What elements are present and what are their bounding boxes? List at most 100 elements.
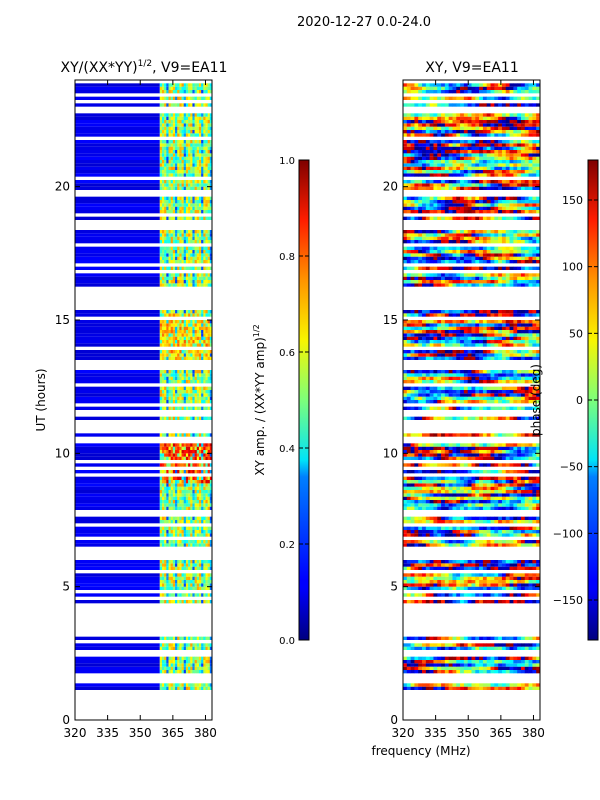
amplitude-cell — [198, 393, 202, 397]
amplitude-cell — [164, 406, 167, 410]
amplitude-cell — [185, 576, 189, 580]
amplitude-cell — [207, 526, 211, 530]
phase-cell — [532, 356, 537, 360]
phase-cell — [463, 446, 468, 450]
phase-cell — [425, 543, 430, 547]
amplitude-cell — [175, 333, 178, 337]
amplitude-cell — [185, 350, 189, 354]
amplitude-cell — [168, 163, 171, 167]
phase-cell — [498, 560, 503, 564]
amplitude-cell — [194, 450, 198, 454]
phase-cell — [471, 453, 476, 457]
amplitude-cell — [172, 236, 176, 240]
amplitude-cell — [75, 143, 160, 147]
phase-cell — [532, 660, 537, 664]
amplitude-cell — [181, 320, 185, 324]
amplitude-cell — [205, 260, 208, 264]
phase-cell — [441, 543, 446, 547]
phase-cell — [406, 543, 411, 547]
phase-cell — [486, 520, 491, 524]
phase-cell — [486, 580, 491, 584]
amplitude-cell — [190, 336, 193, 340]
amplitude-cell — [75, 580, 160, 584]
amplitude-cell — [198, 683, 202, 687]
amplitude-cell — [209, 166, 212, 170]
amplitude-cell — [161, 103, 165, 107]
phase-cell — [406, 500, 411, 504]
amplitude-cell — [190, 656, 193, 660]
phase-cell — [418, 500, 423, 504]
amplitude-cell — [183, 530, 187, 534]
amplitude-cell — [198, 340, 202, 344]
phase-cell — [490, 386, 495, 390]
phase-cell — [418, 670, 423, 674]
phase-cell — [532, 656, 537, 660]
phase-cell — [467, 543, 472, 547]
amplitude-cell — [75, 133, 160, 137]
amplitude-cell — [190, 643, 193, 647]
amplitude-cell — [183, 146, 187, 150]
phase-cell — [406, 373, 411, 377]
phase-cell — [410, 376, 415, 380]
phase-cell — [429, 600, 434, 604]
phase-cell — [509, 463, 514, 467]
amplitude-cell — [170, 130, 174, 134]
phase-cell — [437, 480, 442, 484]
amplitude-cell — [175, 256, 178, 260]
phase-cell — [490, 476, 495, 480]
phase-cell — [520, 356, 526, 360]
phase-cell — [532, 476, 537, 480]
phase-cell — [513, 490, 518, 494]
amplitude-cell — [170, 636, 174, 640]
amplitude-cell — [159, 656, 163, 660]
amplitude-cell — [192, 686, 195, 690]
amplitude-cell — [161, 330, 165, 334]
phase-cell — [448, 656, 453, 660]
amplitude-cell — [203, 130, 206, 134]
phase-cell — [437, 643, 442, 647]
amplitude-cell — [190, 313, 193, 317]
amplitude-cell — [198, 586, 202, 590]
phase-cell — [422, 453, 427, 457]
amplitude-cell — [194, 380, 198, 384]
phase-cell — [425, 646, 430, 650]
phase-cell — [456, 433, 461, 437]
amplitude-cell — [194, 456, 198, 460]
amplitude-cell — [185, 516, 189, 520]
amplitude-cell — [190, 260, 193, 264]
amplitude-cell — [209, 530, 212, 534]
amplitude-cell — [207, 340, 211, 344]
amplitude-cell — [177, 333, 180, 337]
amplitude-cell — [196, 160, 200, 164]
phase-cell — [410, 520, 415, 524]
amplitude-cell — [192, 563, 195, 567]
amplitude-cell — [192, 313, 195, 317]
amplitude-cell — [185, 353, 189, 357]
phase-cell — [406, 663, 411, 667]
amplitude-cell — [207, 200, 211, 204]
amplitude-cell — [164, 433, 167, 437]
amplitude-cell — [168, 560, 171, 564]
phase-cell — [456, 686, 461, 690]
amplitude-cell — [175, 233, 178, 237]
amplitude-cell — [179, 143, 182, 147]
amplitude-cell — [75, 246, 160, 250]
phase-cell — [505, 456, 510, 460]
phase-cell — [494, 683, 499, 687]
amplitude-cell — [188, 123, 191, 127]
phase-cell — [437, 456, 442, 460]
phase-cell — [441, 443, 446, 447]
phase-cell — [425, 373, 430, 377]
phase-cell — [444, 456, 449, 460]
amplitude-cell — [75, 206, 160, 210]
phase-cell — [532, 600, 537, 604]
phase-cell — [479, 563, 484, 567]
amplitude-cell — [179, 210, 182, 214]
amplitude-cell — [166, 96, 169, 100]
amplitude-cell — [177, 230, 180, 234]
phase-cell — [513, 636, 518, 640]
phase-cell — [498, 373, 503, 377]
amplitude-cell — [185, 323, 189, 327]
amplitude-cell — [192, 183, 195, 187]
phase-cell — [505, 433, 510, 437]
